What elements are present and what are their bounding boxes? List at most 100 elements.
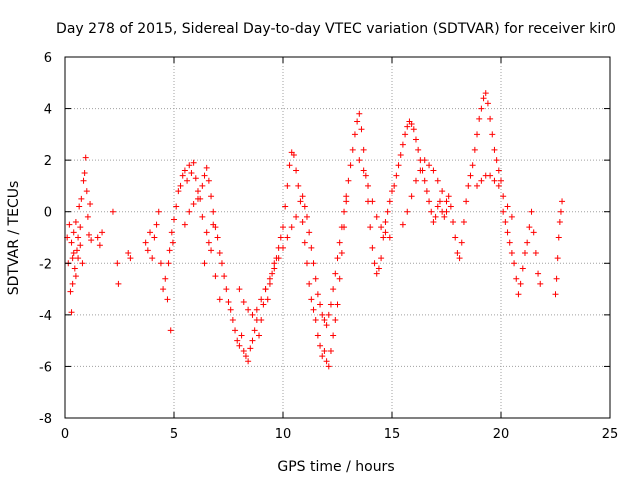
data-point [559,198,566,205]
data-point [391,182,398,189]
data-point [436,198,443,205]
data-point [426,198,433,205]
data-point [109,208,116,215]
data-point [77,224,84,231]
data-point [225,298,232,305]
data-point [201,172,208,179]
data-point [476,115,483,122]
data-point [271,260,278,267]
data-point [70,229,77,236]
data-point [327,301,334,308]
data-point [192,175,199,182]
data-point [404,208,411,215]
chart-title: Day 278 of 2015, Sidereal Day-to-day VTE… [56,21,616,37]
data-point [262,286,269,293]
data-point [526,224,533,231]
data-point [181,167,188,174]
data-point [378,255,385,262]
data-point [443,198,450,205]
data-point [489,131,496,138]
data-point [210,221,217,228]
data-point [169,239,176,246]
data-point [334,255,341,262]
data-point [76,203,83,210]
data-point [332,270,339,277]
data-point [317,342,324,349]
y-axis-title: SDTVAR / TECUs [6,181,22,296]
data-point [382,229,389,236]
data-point [450,219,457,226]
data-point [502,219,509,226]
data-point [280,224,286,231]
data-point [194,188,201,195]
y-tick-label: 0 [44,206,52,221]
data-point [356,110,363,117]
data-point [375,265,382,272]
data-point [277,234,284,241]
data-point [519,265,526,272]
data-point [412,136,419,143]
data-point [395,162,402,169]
data-point [115,280,122,287]
data-point [264,296,271,303]
data-point [223,286,230,293]
data-points [64,90,566,370]
data-point [412,177,419,184]
data-point [535,270,542,277]
data-point [506,239,513,246]
data-point [203,164,210,171]
data-point [430,167,437,174]
y-axis: -8 -6 -4 -2 0 2 4 6 [39,51,610,427]
x-tick-label: 25 [602,427,619,442]
data-point [319,311,326,318]
x-tick-label: 5 [170,427,178,442]
data-point [445,193,452,200]
data-point [69,255,76,262]
data-point [384,208,391,215]
data-point [330,332,337,339]
data-point [293,213,300,220]
data-point [201,260,208,267]
data-point [147,229,154,236]
data-point [351,131,358,138]
data-point [491,146,498,153]
data-point [288,224,295,231]
data-point [493,157,500,164]
data-point [356,157,363,164]
data-point [275,255,282,262]
data-point [75,255,82,262]
data-point [308,296,315,303]
data-point [236,286,243,293]
data-point [524,239,531,246]
data-point [555,234,562,241]
data-point [249,311,256,318]
data-point [515,291,522,298]
y-tick-label: -6 [39,360,52,375]
data-point [421,157,428,164]
data-point [125,249,132,256]
data-point [310,260,317,267]
data-point [369,198,376,205]
data-point [301,239,308,246]
data-point [240,347,247,354]
data-point [99,229,106,236]
data-point [408,193,415,200]
data-point [367,224,374,231]
data-point [365,182,372,189]
data-point [227,306,234,313]
data-point [165,260,172,267]
data-point [360,146,367,153]
data-point [380,234,387,241]
data-point [432,213,439,220]
data-point [343,198,350,205]
data-point [441,213,448,220]
data-point [456,255,463,262]
data-point [439,188,446,195]
data-point [500,193,507,200]
data-point [319,353,326,360]
data-point [415,146,422,153]
data-point [79,260,86,267]
data-point [88,237,95,244]
data-point [508,213,515,220]
data-point [199,182,206,189]
